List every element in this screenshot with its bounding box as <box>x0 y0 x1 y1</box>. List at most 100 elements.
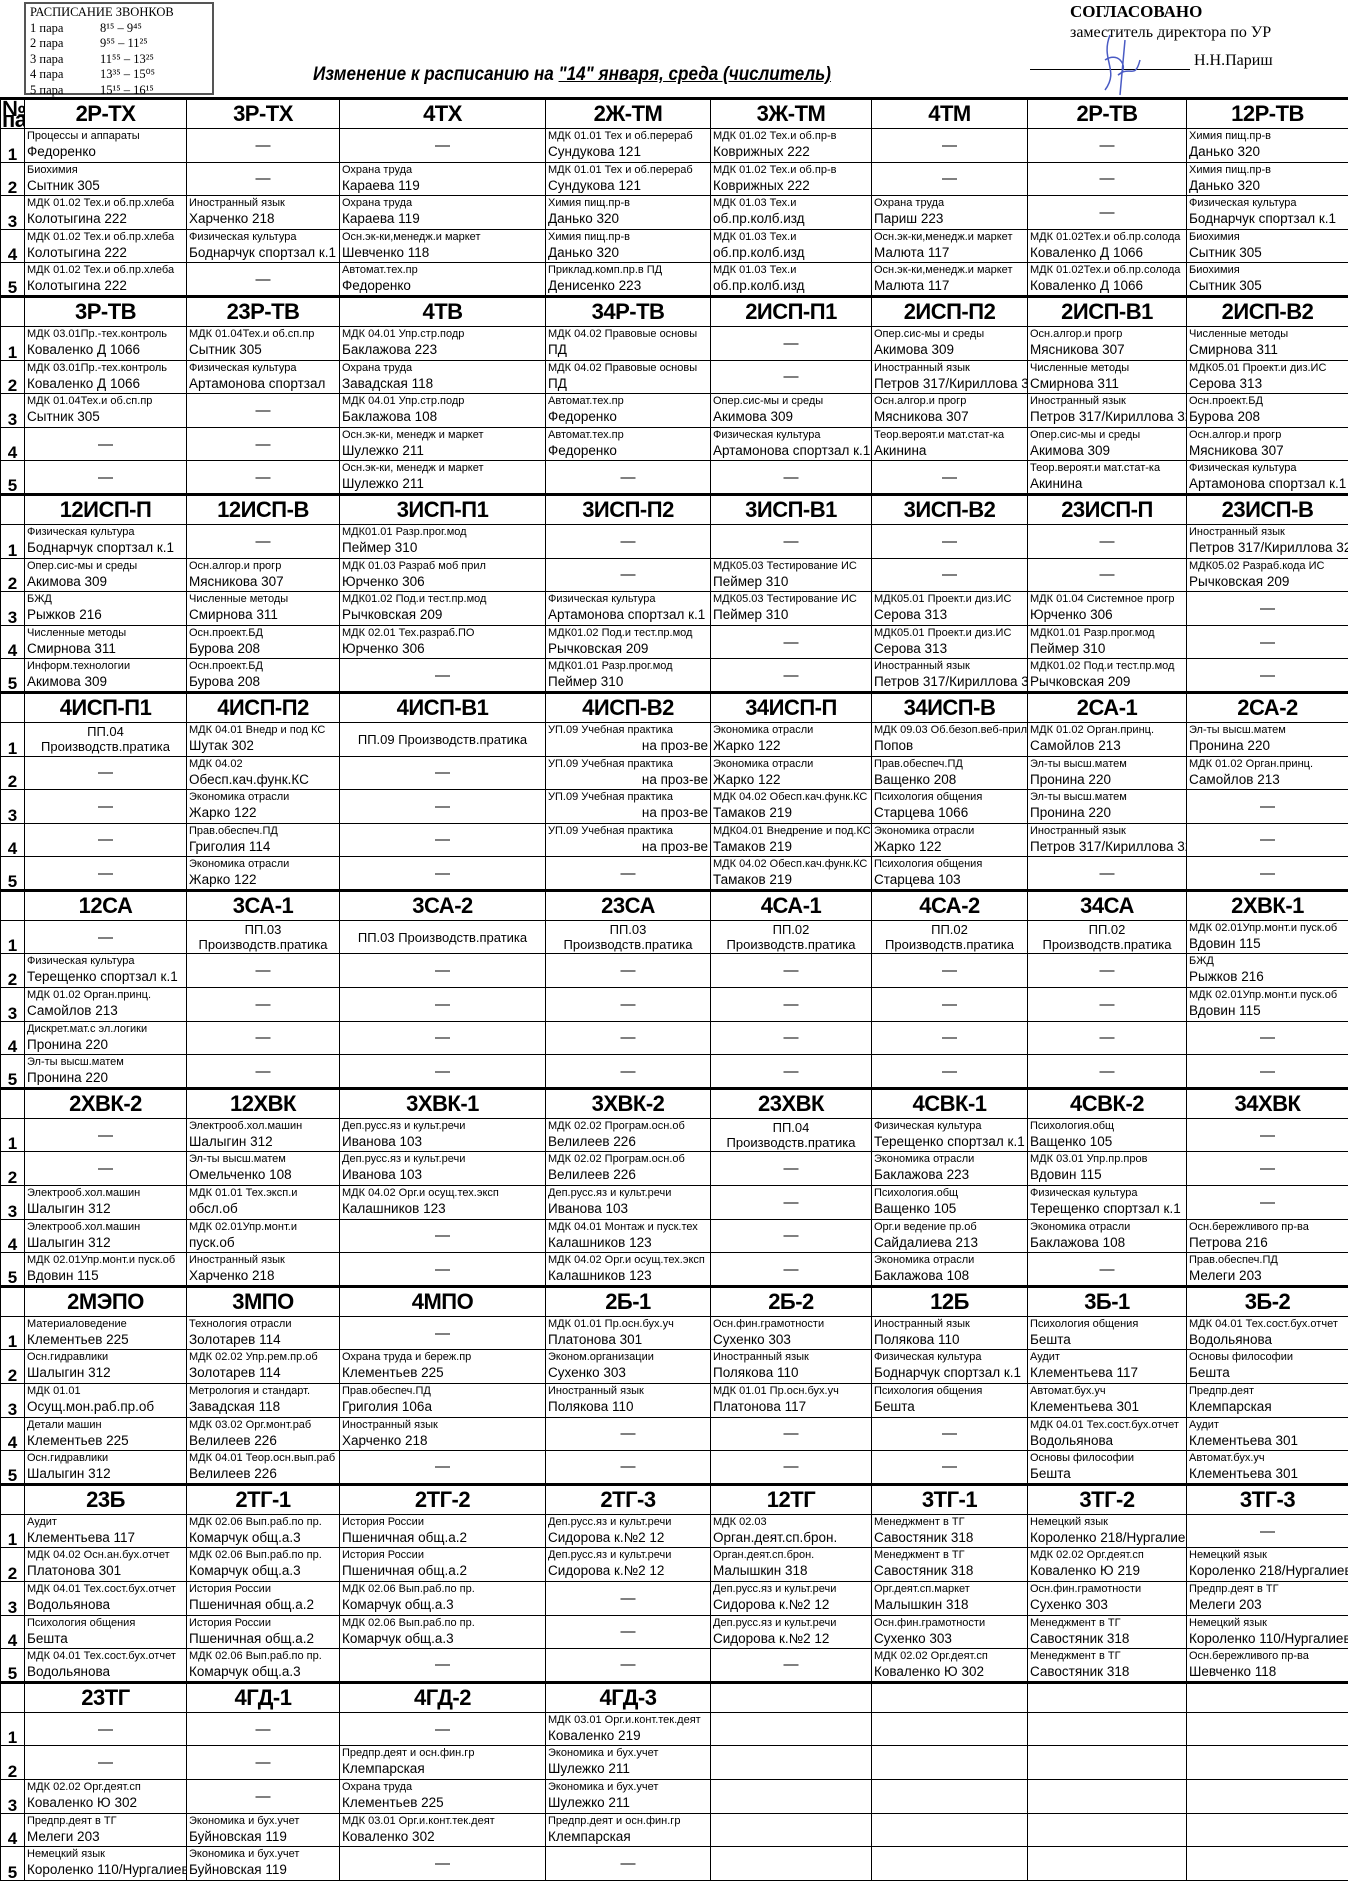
lesson-cell: — <box>872 461 1028 495</box>
lesson-subject: Прав.обеспеч.ПД <box>1189 1253 1346 1268</box>
lesson-cell: — <box>1028 1055 1187 1089</box>
period-number: 1 <box>1 1712 25 1746</box>
lesson-teacher-room: Шалыгин 312 <box>27 1365 184 1380</box>
period-number: 4 <box>1 823 25 857</box>
lesson-subject: МДК 01.04 Системное прогр <box>1030 592 1184 607</box>
empty-lesson-dash: — <box>942 566 957 583</box>
lesson-subject: Экономика отрасли <box>1030 1220 1184 1235</box>
lesson-subject: Предпр.деят в ТГ <box>27 1814 184 1829</box>
lesson-subject: МДК 01.02 Тех.и об.пр-в <box>713 163 869 178</box>
lesson-subject: Немецкий язык <box>1189 1548 1346 1563</box>
lesson-subject: Материаловедение <box>27 1317 184 1332</box>
lesson-cell <box>1187 1746 1348 1780</box>
lesson-teacher-room: Бешта <box>1189 1365 1346 1380</box>
empty-lesson-dash: — <box>1100 1063 1115 1080</box>
group-name <box>872 1682 1028 1712</box>
empty-lesson-dash: — <box>942 533 957 550</box>
empty-lesson-dash: — <box>98 865 113 882</box>
lesson-subject: МДК 01.03 Тех.и <box>713 263 869 278</box>
empty-lesson-dash: — <box>256 1788 271 1805</box>
lesson-teacher-room: Артамонова спортзал к.1 <box>1189 476 1346 491</box>
lesson-cell: — <box>1187 790 1348 824</box>
lesson-teacher-room: Клементьева 301 <box>1030 1399 1184 1414</box>
empty-lesson-dash: — <box>784 1227 799 1244</box>
lesson-teacher-room: Комарчук общ.а.3 <box>342 1631 543 1646</box>
lesson-subject: МДК 02.01Упр.монт.и <box>189 1220 337 1235</box>
lesson-cell: — <box>711 461 872 495</box>
lesson-teacher-room: Мелеги 203 <box>1189 1268 1346 1283</box>
lesson-cell: — <box>340 756 546 790</box>
lesson-teacher-room: об.пр.колб.изд <box>713 211 869 226</box>
group-name: 4ГД-1 <box>187 1682 340 1712</box>
lesson-subject: Основы философии <box>1030 1451 1184 1466</box>
lesson-subject: МДК 02.02 Програм.осн.об <box>548 1119 708 1134</box>
lesson-cell: — <box>25 1118 187 1152</box>
empty-lesson-dash: — <box>784 1261 799 1278</box>
lesson-cell: — <box>546 1649 711 1683</box>
schedule-date: "14" января, среда (числитель) <box>559 64 831 85</box>
lesson-teacher-room: Мясникова 307 <box>1189 443 1346 458</box>
empty-lesson-dash: — <box>1100 962 1115 979</box>
group-name: 2МЭПО <box>25 1286 187 1316</box>
lesson-subject: Опер.сис-мы и среды <box>874 327 1025 342</box>
lesson-teacher-room: Клементьев 225 <box>342 1795 543 1810</box>
empty-lesson-dash: — <box>1260 1127 1275 1144</box>
lesson-subject: Эл-ты высш.матем <box>1030 790 1184 805</box>
page-title: Изменение к расписанию на "14" января, с… <box>313 64 831 86</box>
empty-lesson-dash: — <box>98 1754 113 1771</box>
lesson-teacher-room: Терещенко спортзал к.1 <box>27 969 184 984</box>
period-number: 1 <box>1 326 25 360</box>
group-name: 12СА <box>25 890 187 920</box>
lesson-subject: Психология общения <box>874 857 1025 872</box>
lesson-teacher-room: Баклажова 223 <box>342 342 543 357</box>
lesson-cell: — <box>711 1451 872 1485</box>
group-name: 23ТГ <box>25 1682 187 1712</box>
period-number: 5 <box>1 461 25 495</box>
empty-lesson-dash: — <box>1100 1261 1115 1278</box>
empty-lesson-dash: — <box>784 1656 799 1673</box>
lesson-teacher-room: Клементьева 301 <box>1189 1466 1346 1481</box>
lesson-teacher-room: Жарко 122 <box>189 872 337 887</box>
lesson-teacher-room: Пронина 220 <box>27 1037 184 1052</box>
lesson-subject: Метрология и стандарт. <box>189 1384 337 1399</box>
lesson-teacher-room: Мясникова 307 <box>189 574 337 589</box>
empty-lesson-dash: — <box>256 137 271 154</box>
lesson-teacher-room: Производств.пратика <box>1030 937 1184 952</box>
lesson-subject: МДК 01.03 Разраб моб прил <box>342 559 543 574</box>
lesson-cell: — <box>546 988 711 1022</box>
lesson-subject: МДК 01.02 Орган.принц. <box>1030 723 1184 738</box>
lesson-cell: — <box>546 1615 711 1649</box>
lesson-teacher-room: Боднарчук спортзал к.1 <box>1189 211 1346 226</box>
lesson-teacher-room: Бешта <box>874 1399 1025 1414</box>
signature-image <box>1090 30 1150 100</box>
lesson-subject: История России <box>189 1616 337 1631</box>
lesson-subject: Экономика отрасли <box>874 1253 1025 1268</box>
lesson-subject: МДК 04.01 Упр.стр.подр <box>342 327 543 342</box>
lesson-subject: МДК05.01 Проект.и диз.ИС <box>1189 361 1346 376</box>
lesson-teacher-room: Коваленко Ю 302 <box>874 1664 1025 1679</box>
lesson-subject: Осн.алгор.и прогр <box>189 559 337 574</box>
group-name: 23СА <box>546 890 711 920</box>
lesson-teacher-room: Мелеги 203 <box>27 1829 184 1844</box>
